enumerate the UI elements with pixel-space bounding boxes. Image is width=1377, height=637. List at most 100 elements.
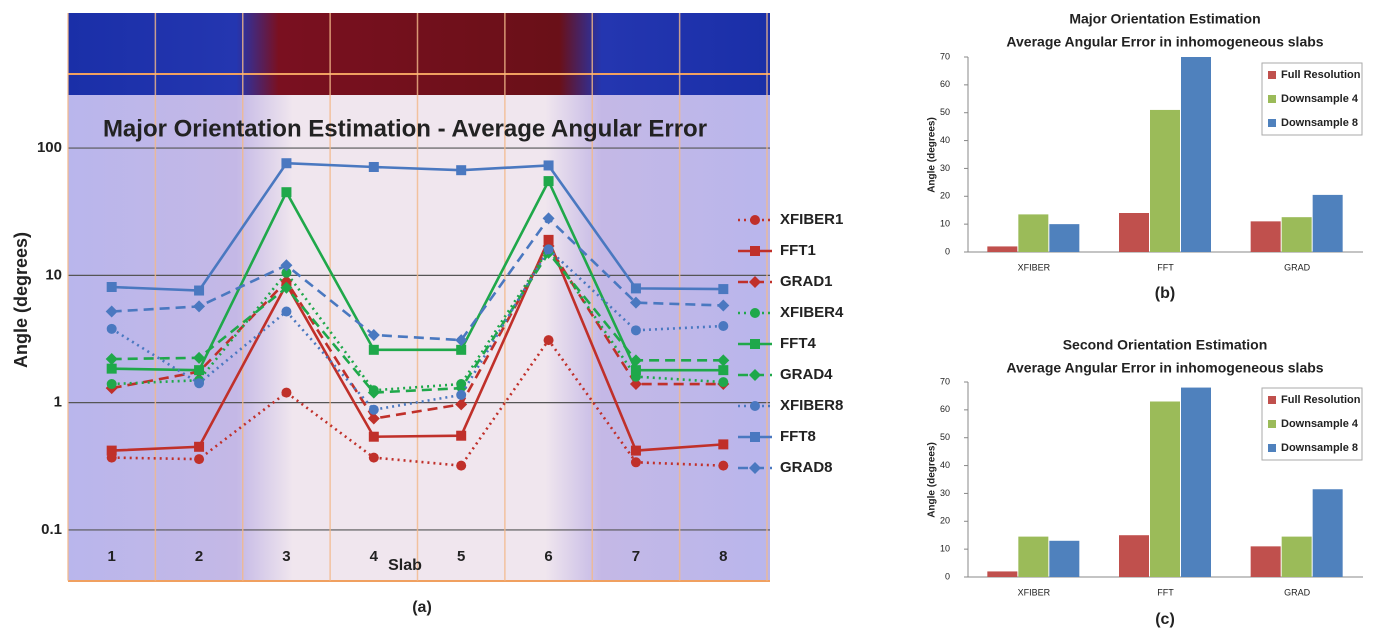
marker: [749, 276, 761, 288]
y-axis-label: Angle (degrees): [927, 442, 938, 518]
marker: [543, 176, 554, 187]
x-axis-label: Slab: [388, 557, 422, 574]
y-tick-label: 20: [940, 191, 950, 201]
marker: [749, 462, 761, 474]
series-line: [111, 161, 724, 292]
y-tick-label: 50: [940, 107, 950, 117]
legend-box: [1261, 387, 1363, 461]
marker: [629, 378, 642, 391]
x-tick-label: 2: [195, 548, 203, 565]
bar: [987, 246, 1018, 252]
x-tick-label: GRAD: [1284, 262, 1311, 272]
marker: [105, 305, 118, 318]
marker: [368, 404, 379, 415]
marker: [194, 378, 205, 389]
marker: [455, 398, 468, 411]
marker: [718, 439, 729, 450]
marker: [630, 325, 641, 336]
marker: [750, 246, 760, 256]
x-tick-label: FFT: [1157, 587, 1174, 597]
legend-swatch: [1268, 71, 1276, 79]
marker: [750, 432, 760, 442]
marker: [543, 160, 554, 171]
y-tick-label: 10: [940, 219, 950, 229]
legend-swatch: [1268, 444, 1276, 452]
x-tick-label: 1: [108, 548, 116, 565]
legend-label: FFT1: [780, 242, 816, 259]
x-tick-label: FFT: [1157, 262, 1174, 272]
bar: [1150, 401, 1180, 577]
chart-title: Major Orientation Estimation - Average A…: [103, 115, 707, 142]
bar: [1181, 387, 1211, 577]
marker: [194, 441, 205, 452]
marker: [718, 365, 729, 376]
x-tick-label: 3: [282, 548, 290, 565]
series-line: [111, 247, 724, 412]
legend-label: GRAD1: [780, 273, 833, 290]
legend-label: FFT8: [780, 428, 816, 445]
bar: [1049, 540, 1080, 577]
marker: [281, 306, 292, 317]
bar: [1250, 546, 1281, 577]
x-tick-label: XFIBER: [1018, 262, 1051, 272]
legend-swatch: [1268, 420, 1276, 428]
legend-label: XFIBER1: [780, 211, 843, 228]
marker: [750, 215, 760, 225]
legend-label: Full Resolution: [1281, 69, 1361, 81]
legend-swatch: [1268, 396, 1276, 404]
y-tick-label: 20: [940, 516, 950, 526]
legend-label: Downsample 4: [1281, 93, 1359, 105]
y-tick-label: 30: [940, 163, 950, 173]
x-tick-label: XFIBER: [1018, 587, 1051, 597]
y-tick-label: 40: [940, 135, 950, 145]
marker: [750, 401, 760, 411]
marker: [105, 353, 118, 366]
marker: [456, 389, 467, 400]
chart-title: Second Orientation Estimation: [1063, 337, 1268, 353]
y-tick-label: 40: [940, 460, 950, 470]
marker: [749, 369, 761, 381]
marker: [280, 275, 293, 288]
y-tick-label: 100: [37, 139, 62, 156]
y-tick-label: 30: [940, 488, 950, 498]
caption: (a): [412, 599, 432, 616]
marker: [543, 234, 554, 245]
chart-title: Major Orientation Estimation: [1069, 11, 1260, 27]
marker: [280, 259, 293, 272]
marker: [367, 412, 380, 425]
series-line: [111, 216, 724, 342]
marker: [455, 334, 468, 347]
marker: [281, 387, 292, 398]
marker: [456, 460, 467, 471]
marker: [717, 354, 730, 367]
marker: [630, 283, 641, 294]
series-line: [111, 243, 724, 420]
marker: [106, 363, 117, 374]
y-tick-label: 70: [940, 51, 950, 61]
y-axis-label: Angle (degrees): [927, 117, 938, 193]
bar: [987, 571, 1018, 577]
marker: [629, 354, 642, 367]
marker: [629, 296, 642, 309]
chart-subtitle: Average Angular Error in inhomogeneous s…: [1006, 34, 1323, 50]
marker: [367, 328, 380, 341]
legend-label: Full Resolution: [1281, 394, 1361, 406]
series-line: [111, 337, 724, 468]
marker: [280, 281, 293, 294]
legend-swatch: [1268, 95, 1276, 103]
legend-swatch: [1268, 119, 1276, 127]
bar: [1049, 224, 1080, 252]
bar: [1281, 536, 1312, 577]
marker: [106, 379, 117, 390]
marker: [368, 161, 379, 172]
y-axis-label: Angle (degrees): [11, 232, 31, 368]
marker: [718, 321, 729, 332]
bar: [1119, 213, 1149, 252]
y-tick-label: 0: [945, 246, 950, 256]
marker: [368, 344, 379, 355]
bar: [1281, 217, 1312, 252]
marker: [194, 365, 205, 376]
